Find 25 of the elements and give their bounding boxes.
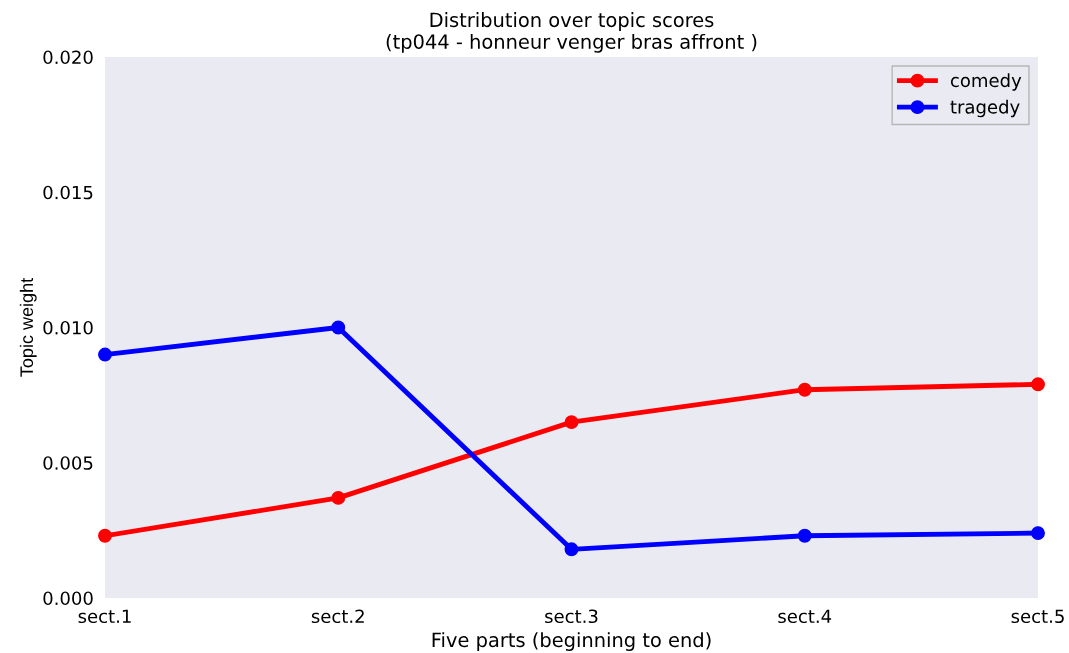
y-tick-label: 0.020 (43, 50, 93, 65)
x-tick-label: sect.2 (311, 609, 364, 624)
point (797, 528, 812, 543)
point (98, 347, 112, 362)
y-axis-title: Topic weight (19, 277, 37, 377)
legend-label: comedy (950, 73, 1022, 91)
y-tick-label: 0.015 (43, 185, 93, 200)
x-tick-label: sect.1 (78, 609, 131, 624)
chart-title: Distribution over topic scores (tp044 - honneur venger bras affront ) (386, 12, 757, 53)
point (797, 382, 812, 397)
x-axis-title: Five parts (beginning to end) (432, 632, 711, 651)
y-tick-label: 0.005 (43, 456, 93, 470)
x-tick-label: sect.4 (778, 609, 832, 624)
point (564, 415, 579, 430)
y-tick-label: 0.010 (43, 320, 93, 335)
point (564, 542, 579, 557)
y-tick-label: 0.000 (43, 591, 93, 606)
point (1031, 526, 1045, 541)
point (331, 490, 346, 505)
point (98, 528, 112, 543)
point (1031, 377, 1045, 392)
x-tick-label: sect.5 (1011, 609, 1064, 624)
legend-label: tragedy (950, 99, 1020, 118)
x-tick-label: sect.3 (545, 609, 598, 624)
point (331, 320, 346, 335)
